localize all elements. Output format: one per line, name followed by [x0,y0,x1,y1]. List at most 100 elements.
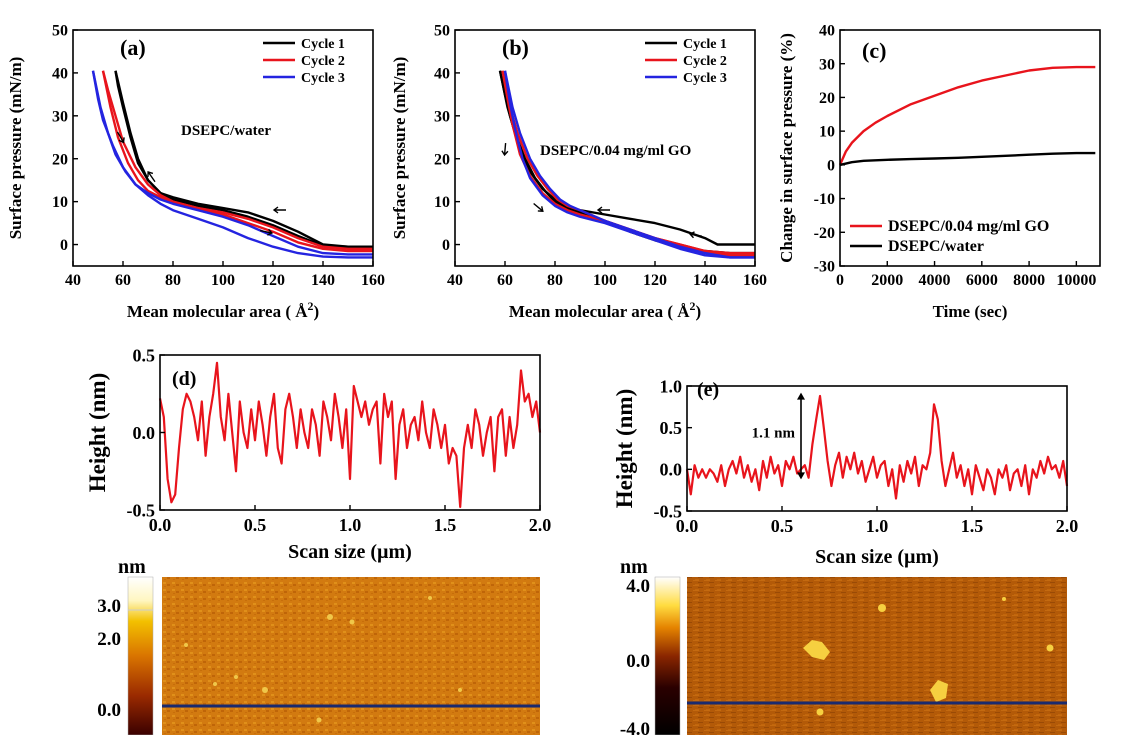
x-tick-label: 140 [693,272,717,289]
series-line-cycle-2-expansion [101,70,373,251]
x-tick-label: 60 [115,272,131,289]
y-tick-label: 50 [434,23,450,40]
y-tick-label: 20 [52,151,68,168]
legend-label: Cycle 3 [683,71,727,86]
series-line-profile [685,394,1069,500]
x-axis-label: Scan size (µm) [815,546,939,568]
series-line-cycle-2-compression [501,70,755,255]
x-tick-label: 2.0 [1056,516,1079,536]
direction-arrow [596,206,610,214]
y-tick-label: 10 [52,194,68,211]
direction-arrow [260,228,274,236]
panel-letter: (b) [502,35,529,60]
y-tick-label: 1.0 [660,376,683,396]
legend-label: Cycle 2 [683,54,727,69]
series-line-cycle-3-compression [503,70,755,259]
panel-annotation: DSEPC/water [181,123,271,139]
x-tick-label: 40 [447,272,463,289]
y-tick-label: 0 [442,237,450,254]
y-tick-label: -20 [814,225,835,242]
x-tick-label: 100 [593,272,617,289]
afm-d-topography [162,577,540,735]
plot-frame [686,385,1068,512]
afm-e-features [803,597,1054,716]
afm-d-colorbar-tick: 2.0 [97,629,121,650]
x-tick-label: 1.5 [961,516,984,536]
legend-label: DSEPC/water [888,238,984,255]
x-tick-label: 140 [311,272,335,289]
y-tick-label: 0.0 [660,460,683,480]
y-tick-label: -30 [814,259,835,276]
height-arrow-head-up [797,392,805,400]
x-tick-label: 0.5 [244,515,267,535]
y-tick-label: 20 [434,151,450,168]
y-tick-label: 0 [60,237,68,254]
y-axis-label: Change in surface pressure (%) [777,33,796,263]
panel-letter: (d) [172,368,196,390]
afm-d-unit: nm [118,556,146,578]
series-line-cycle-1-compression [114,70,373,248]
x-tick-label: 0.5 [771,516,794,536]
afm-d-colorbar-tick: 3.0 [97,596,121,617]
x-tick-label: 0 [836,272,844,289]
direction-arrow [501,142,509,157]
afm-d-features [184,596,462,723]
series-line-dsepc-water [839,151,1096,167]
y-tick-label: 50 [52,23,68,40]
afm-d-colorbar [127,576,154,735]
y-tick-label: 0.0 [133,423,156,443]
x-axis-label: Mean molecular area ( Å2) [509,299,701,321]
direction-arrow [272,206,286,214]
afm-e-colorbar [654,576,681,735]
x-tick-label: 80 [547,272,563,289]
y-tick-label: 30 [819,56,835,73]
x-axis-label: Time (sec) [933,302,1008,321]
x-tick-label: 1.0 [339,515,362,535]
x-tick-label: 1.5 [434,515,457,535]
series-line-cycle-1-expansion [114,70,373,248]
panel-letter: (c) [862,38,886,63]
x-tick-label: 0.0 [149,515,172,535]
y-tick-label: -0.5 [654,501,683,521]
legend-label: Cycle 1 [301,37,345,52]
panel-letter: (e) [697,379,719,401]
y-axis-label: Height (nm) [85,373,110,492]
series-line-cycle-3-expansion [91,70,373,256]
y-tick-label: 40 [819,23,835,40]
x-tick-label: 100 [211,272,235,289]
panel-b: 40 60 80 100 120 140 160 0 10 20 30 40 50 Mean molecu… [390,23,767,321]
y-tick-label: 0 [827,157,835,174]
legend-label: Cycle 2 [301,54,345,69]
x-tick-label: 2.0 [529,515,552,535]
legend-label: Cycle 3 [301,71,345,86]
y-tick-label: 0.5 [133,345,156,365]
x-tick-label: 80 [165,272,181,289]
y-axis-label: Height (nm) [612,389,637,508]
x-tick-label: 0.0 [676,516,699,536]
series-line-dsepc-0-04-mg-ml-go [838,65,1096,166]
series-line-profile [158,361,542,508]
y-tick-label: 20 [819,90,835,107]
x-axis-label: Mean molecular area ( Å2) [127,299,319,321]
y-tick-label: 40 [52,66,68,83]
y-tick-label: -0.5 [127,500,156,520]
x-tick-label: 2000 [871,272,903,289]
afm-image-e: nm 4.0 0.0 -4.0 [620,556,1067,735]
direction-arrow [116,131,125,144]
series-line-cycle-2-compression [101,70,373,253]
x-tick-label: 160 [743,272,767,289]
direction-arrow [688,231,703,239]
afm-e-colorbar-tick: 0.0 [626,651,650,672]
panel-annotation: DSEPC/0.04 mg/ml GO [540,143,691,159]
y-tick-label: -10 [814,191,835,208]
series-line-cycle-2-expansion [501,70,755,257]
x-tick-label: 40 [65,272,81,289]
series-line-cycle-1-expansion [498,70,755,255]
y-tick-label: 10 [434,194,450,211]
x-tick-label: 60 [497,272,513,289]
legend-label: Cycle 1 [683,37,727,52]
y-tick-label: 10 [819,124,835,141]
x-tick-label: 1.0 [866,516,889,536]
